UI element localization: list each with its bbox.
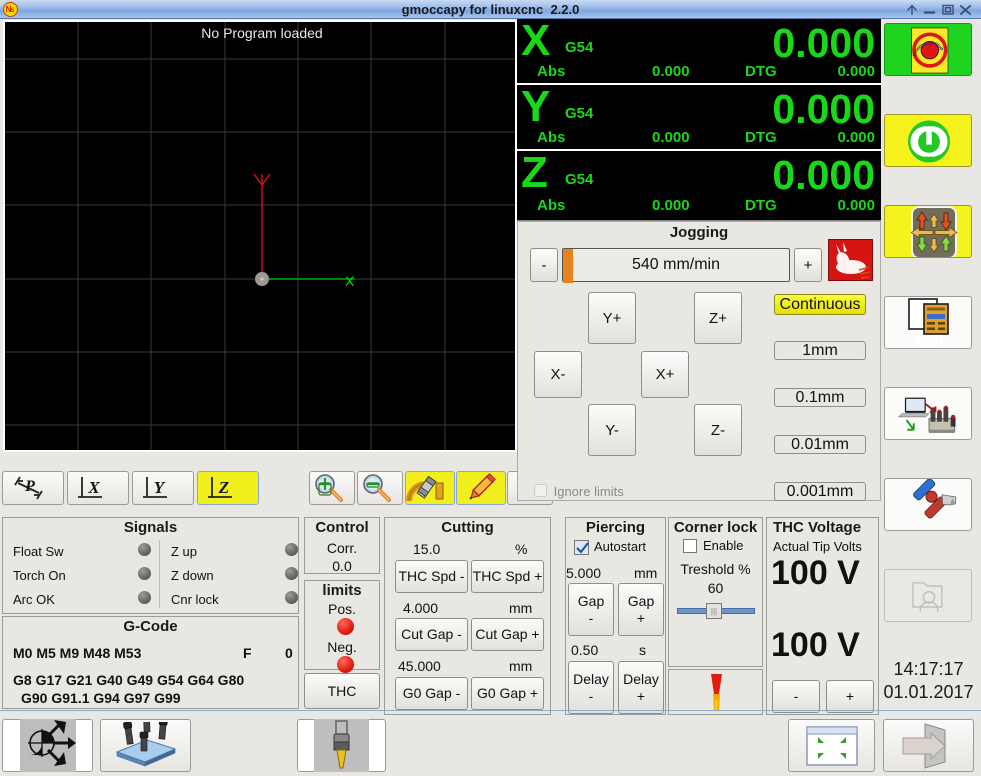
svg-text:Z: Z [218, 478, 229, 497]
svg-text:MDI: MDI [915, 333, 943, 349]
svg-text:X: X [345, 273, 355, 289]
svg-text:No Program loaded: No Program loaded [201, 25, 322, 41]
svg-text:P: P [24, 478, 35, 495]
svg-text:Y: Y [154, 478, 166, 497]
svg-text:X: X [87, 478, 100, 497]
